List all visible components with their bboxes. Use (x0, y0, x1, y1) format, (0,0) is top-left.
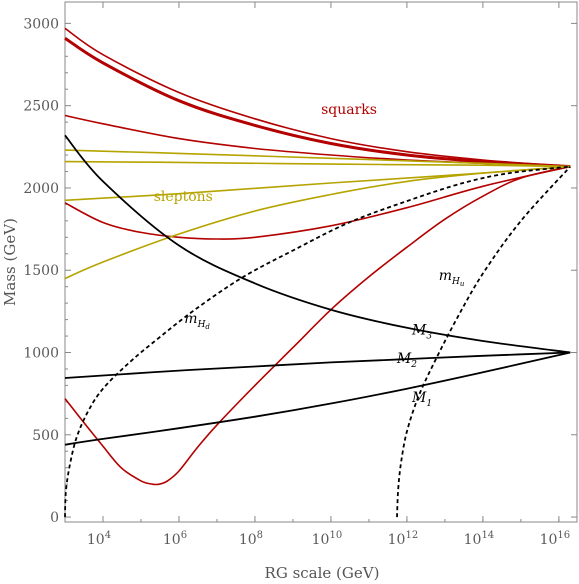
y-tick-label: 2000 (23, 181, 59, 197)
gaugino-curve (64, 351, 571, 446)
annotation-label: sleptons (154, 189, 213, 205)
annotation-label: M2 (396, 351, 417, 370)
y-tick-label: 0 (50, 510, 59, 526)
plot-frame (64, 1, 578, 523)
y-tick-label: 500 (32, 428, 59, 444)
x-tick-label: 1012 (388, 530, 419, 548)
x-tick-label: 104 (87, 530, 111, 548)
x-axis-title: RG scale (GeV) (265, 564, 380, 582)
higgs-curve (396, 165, 571, 518)
annotation-label: mHd (184, 311, 210, 331)
axis-ticks: 0 500 1000 1500 2000 2500 3000 104 106 108 1010 101… (23, 2, 577, 548)
x-tick-label: 106 (163, 530, 187, 548)
x-tick-label: 108 (239, 530, 263, 548)
squark-curve (64, 165, 571, 486)
x-tick-label: 1014 (464, 530, 495, 548)
higgs-curve (64, 165, 571, 518)
x-tick-label: 1010 (312, 530, 343, 548)
y-tick-label: 1000 (23, 346, 59, 362)
slepton-curve (64, 149, 571, 168)
annotation-label: mHu (439, 268, 465, 288)
x-tick-label: 1016 (540, 530, 571, 548)
squark-curve (64, 36, 571, 169)
gaugino-curve (64, 351, 571, 379)
gaugino-curve (64, 134, 571, 354)
y-tick-label: 1500 (23, 263, 59, 279)
squark-curve (64, 165, 571, 240)
y-tick-label: 2500 (23, 99, 59, 115)
series-group (64, 27, 571, 518)
y-tick-label: 3000 (23, 16, 59, 32)
y-axis-title: Mass (GeV) (1, 218, 19, 306)
squark-curve (64, 27, 571, 168)
annotation-label: squarks (321, 102, 377, 118)
annotation-label: M3 (411, 322, 432, 341)
slepton-curve (64, 160, 571, 168)
slepton-curve (64, 165, 571, 280)
